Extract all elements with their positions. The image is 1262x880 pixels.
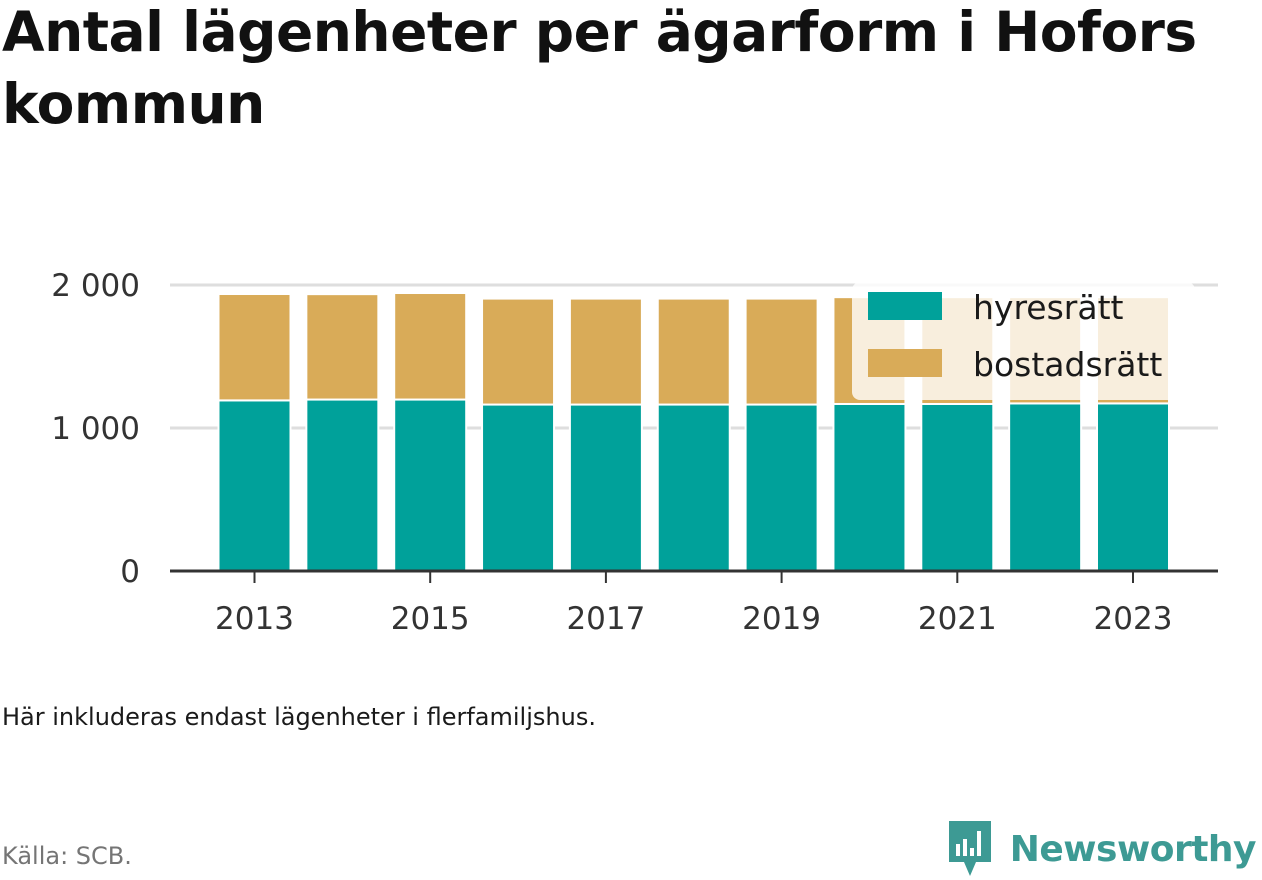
bar-segment bbox=[832, 402, 907, 573]
bar-segment bbox=[656, 297, 731, 406]
x-tick-label: 2017 bbox=[566, 601, 645, 637]
newsworthy-logo-icon bbox=[948, 821, 991, 876]
legend-label: bostadsrätt bbox=[973, 345, 1162, 384]
x-tick-label: 2021 bbox=[918, 601, 997, 637]
stacked-bar-chart: 0 1 000 2 000 2013 2015 2017 2019 2021 2023 hyre… bbox=[51, 268, 1218, 637]
bar-segment bbox=[305, 293, 380, 401]
bar-segment bbox=[217, 293, 292, 402]
bar-segment bbox=[568, 297, 643, 406]
x-tick-label: 2019 bbox=[742, 601, 821, 637]
legend: hyresrätt bostadsrätt bbox=[852, 282, 1195, 400]
bar-segment bbox=[305, 398, 380, 572]
bar-segment bbox=[568, 403, 643, 572]
legend-swatch bbox=[868, 292, 942, 320]
bar-segment bbox=[1008, 402, 1083, 572]
y-tick-label: 2 000 bbox=[51, 268, 140, 304]
y-tick-label: 0 bbox=[120, 554, 140, 590]
bar-segment bbox=[920, 402, 995, 573]
x-tick-label: 2023 bbox=[1094, 601, 1173, 637]
bar-segment bbox=[217, 399, 292, 572]
chart-title: Antal lägenheter per ägarform i Hofors k… bbox=[2, 0, 1197, 136]
bar-segment bbox=[1096, 402, 1170, 572]
x-tick-label: 2015 bbox=[391, 601, 470, 637]
source-text: Källa: SCB. bbox=[2, 842, 132, 870]
legend-swatch bbox=[868, 349, 942, 377]
bar-segment bbox=[393, 292, 468, 401]
axes: 0 1 000 2 000 2013 2015 2017 2019 2021 2023 bbox=[51, 268, 1218, 637]
bar-segment bbox=[744, 297, 819, 406]
bar-segment bbox=[744, 403, 819, 572]
brand-name: Newsworthy bbox=[1009, 828, 1257, 870]
y-tick-label: 1 000 bbox=[51, 411, 140, 447]
bar-segment bbox=[481, 297, 556, 406]
brand-logo: Newsworthy bbox=[946, 818, 1257, 880]
bar-segment bbox=[393, 398, 468, 572]
bar-segment bbox=[481, 403, 556, 572]
chart-note: Här inkluderas endast lägenheter i flerf… bbox=[2, 703, 596, 731]
x-tick-label: 2013 bbox=[215, 601, 294, 637]
bar-segment bbox=[656, 403, 731, 572]
legend-label: hyresrätt bbox=[973, 288, 1124, 327]
